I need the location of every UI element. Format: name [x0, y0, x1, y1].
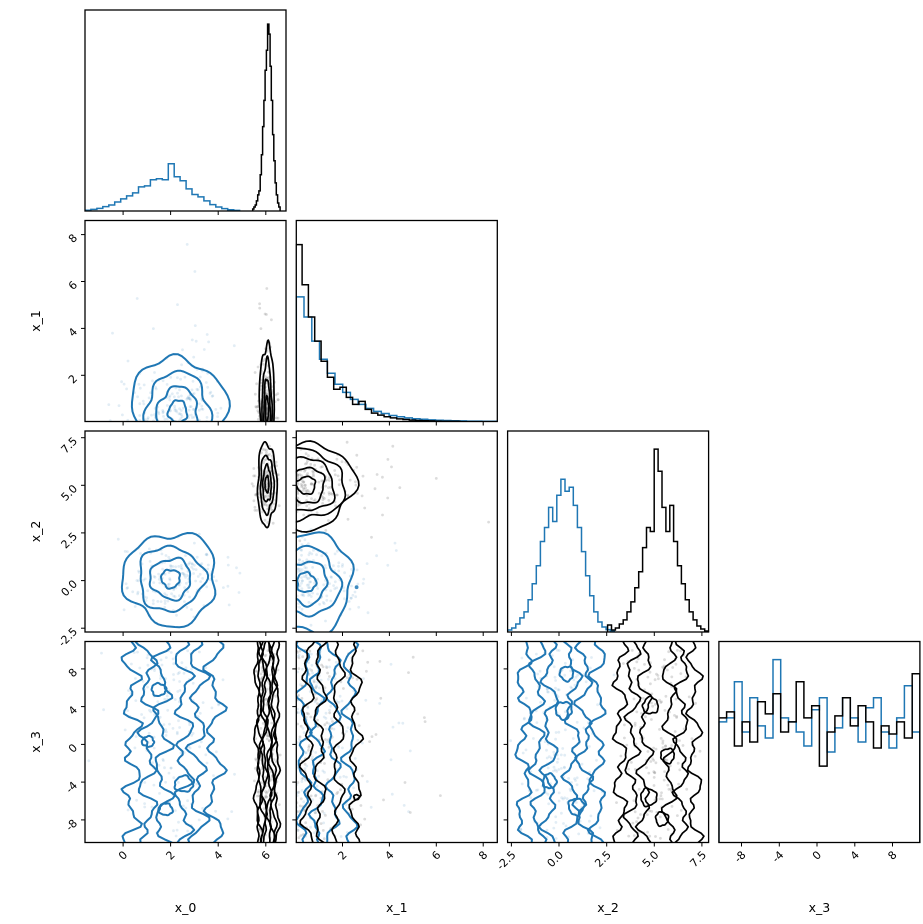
histogram-step-blue [507, 478, 616, 632]
panel-x_1-vs-x_2 [292, 430, 498, 636]
contours-black [611, 641, 705, 843]
histogram-step-black [718, 672, 921, 843]
panel-content [295, 243, 498, 422]
y-tick-label: 6 [66, 278, 80, 292]
y-tick-label: 4 [66, 325, 80, 339]
panel-content [116, 440, 281, 629]
panel-content [87, 641, 282, 843]
scatter-point-emphasized [354, 585, 359, 590]
y-tick-label: -4 [63, 779, 80, 796]
contours-blue [295, 531, 355, 633]
panel-frame [506, 430, 710, 633]
panel-hist-x_1 [295, 219, 498, 426]
panel-x_0-vs-x_3: 0 2 4 6 -8 -4 0 4 8 [63, 640, 287, 863]
contours-black [252, 641, 282, 843]
y-tick-label: 8 [66, 232, 80, 246]
histogram-step-black [251, 23, 281, 211]
x-tick-label: -8 [732, 848, 749, 865]
panel-hist-x_3: -8 -4 0 4 8 [718, 640, 921, 865]
x-tick-label: 4 [382, 848, 396, 862]
x-axis-label-x_1: x_1 [386, 900, 408, 915]
panel-frame [506, 640, 710, 844]
panel-content [509, 641, 705, 843]
tick-marks [292, 437, 484, 636]
x-tick-label: 2 [164, 848, 178, 862]
y-tick-label: 7.5 [59, 435, 81, 457]
contours-blue [120, 641, 228, 843]
y-tick-label: 0 [66, 741, 80, 755]
tick-marks [81, 437, 267, 636]
x-axis-label-x_2: x_2 [597, 900, 619, 915]
x-tick-label: 4 [848, 848, 862, 862]
panel-frame [84, 9, 287, 212]
x-tick-label: 0.0 [545, 848, 567, 870]
panel-frame [84, 219, 287, 423]
x-tick-label: 2.5 [592, 848, 614, 870]
y-axis-label-x_1: x_1 [28, 310, 43, 332]
y-tick-label: 4 [66, 704, 80, 718]
contours-black [298, 641, 365, 843]
histogram-step-blue [84, 163, 241, 212]
x-axis-label-x_3: x_3 [809, 900, 831, 915]
panel-x_1-vs-x_3: 2 4 6 8 [292, 640, 498, 863]
panel-x_2-vs-x_3: -2.5 0.0 2.5 5.0 7.5 [494, 640, 710, 873]
panel-content [295, 641, 442, 843]
tick-marks [81, 234, 267, 426]
panel-frame [295, 640, 498, 844]
x-tick-label: 8 [476, 848, 490, 862]
tick-marks [510, 632, 703, 636]
y-tick-label: 0.0 [59, 578, 81, 600]
panel-hist-x_0 [84, 9, 287, 215]
x-tick-label: 6 [429, 848, 443, 862]
histogram-step-black [606, 448, 710, 632]
y-tick-label: 2 [66, 372, 80, 386]
panel-hist-x_2 [506, 430, 710, 636]
x-tick-label: 0 [810, 848, 824, 862]
y-tick-label: 2.5 [59, 530, 81, 552]
y-axis-label-x_3: x_3 [28, 731, 43, 753]
panel-frame [84, 430, 287, 633]
panel-frame [718, 640, 921, 844]
tick-marks [292, 668, 484, 847]
contours-blue [514, 641, 607, 843]
x-tick-label: 6 [259, 848, 273, 862]
x-tick-label: 4 [211, 848, 225, 862]
x-tick-label: 5.0 [640, 848, 662, 870]
panel-frame [84, 640, 287, 844]
x-axis-label-x_0: x_0 [175, 900, 197, 915]
x-tick-label: 7.5 [687, 848, 709, 870]
x-tick-label: -4 [769, 848, 786, 865]
tick-marks [741, 842, 893, 847]
panel-frame [295, 430, 498, 633]
y-axis-label-x_2: x_2 [28, 521, 43, 543]
contours-black [256, 440, 279, 529]
panel-content [718, 658, 921, 843]
panel-content [84, 23, 281, 212]
tick-marks [81, 668, 267, 847]
tick-marks [122, 211, 267, 215]
contours-black [258, 339, 276, 422]
contours-blue [120, 532, 217, 629]
y-tick-label: 5.0 [59, 482, 81, 504]
panel-x_0-vs-x_1: 2 4 6 8 [66, 219, 287, 426]
x-tick-label: 8 [885, 848, 899, 862]
panel-frame [295, 219, 498, 423]
x-tick-label: 0 [116, 848, 130, 862]
y-tick-label: -2.5 [56, 625, 80, 649]
tick-marks [342, 421, 484, 426]
x-tick-label: -2.5 [494, 848, 518, 872]
panel-x_0-vs-x_2: -2.5 0.0 2.5 5.0 7.5 [56, 430, 287, 650]
y-tick-label: -8 [63, 817, 80, 834]
x-tick-label: 2 [335, 848, 349, 862]
y-tick-label: 8 [66, 666, 80, 680]
histogram-step-black [295, 243, 461, 422]
panel-content [295, 440, 490, 633]
panel-content [507, 448, 710, 632]
tick-marks [503, 668, 703, 847]
